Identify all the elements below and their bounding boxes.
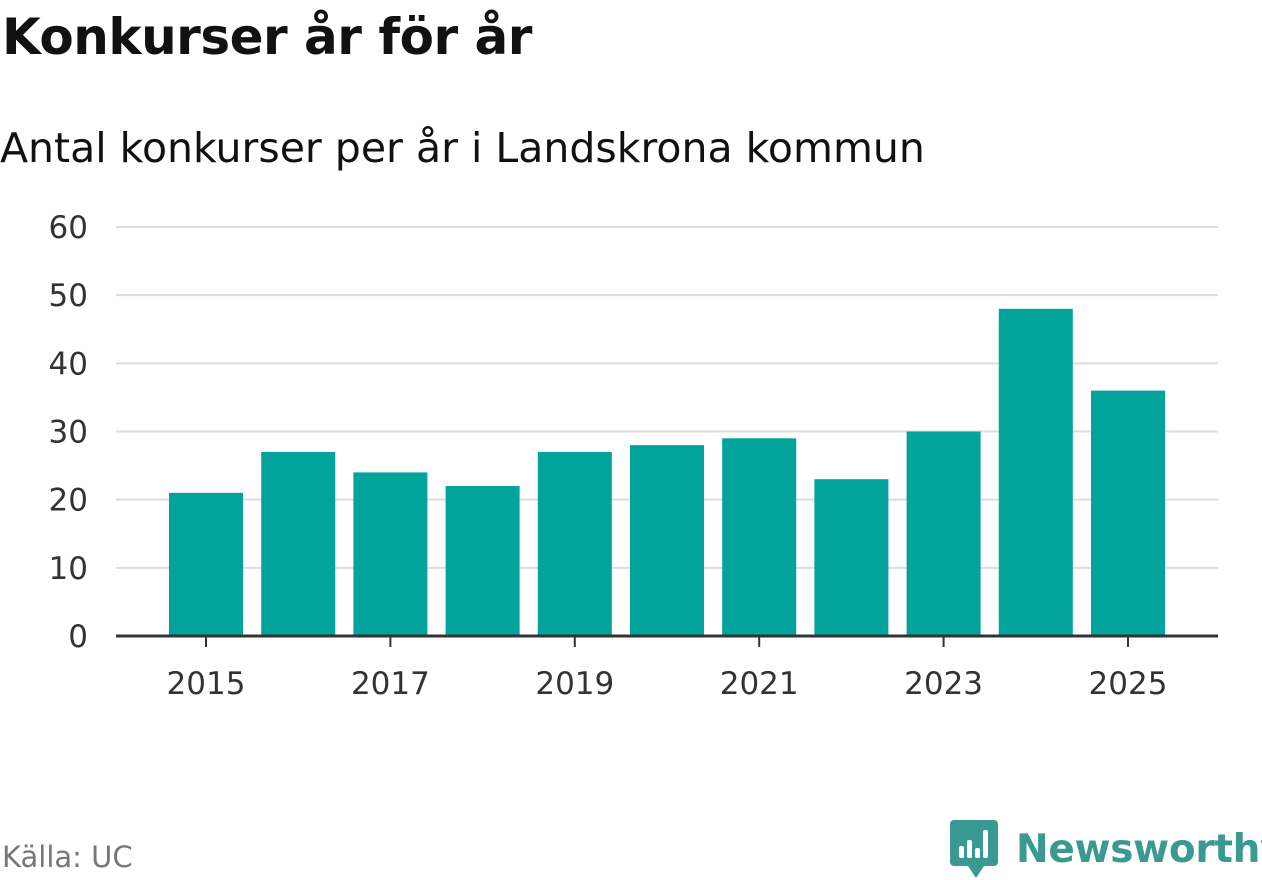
bar-2017 bbox=[353, 472, 428, 636]
bar-2019 bbox=[537, 451, 612, 636]
newsworthy-logo: Newsworthy bbox=[950, 818, 1262, 880]
bar-2015 bbox=[169, 492, 243, 636]
x-tick-labels: 2015 2017 2019 2021 2023 2025 bbox=[167, 666, 1168, 702]
bar-2020 bbox=[630, 445, 704, 636]
source-note: Källa: UC bbox=[2, 840, 133, 874]
y-tick-label-20: 20 bbox=[49, 483, 88, 519]
bar-2025 bbox=[1091, 390, 1165, 636]
bars bbox=[169, 308, 1165, 636]
bar-2018 bbox=[445, 486, 520, 636]
y-tick-label-30: 30 bbox=[49, 415, 88, 451]
newsworthy-icon bbox=[950, 820, 998, 878]
y-tick-label-10: 10 bbox=[49, 551, 88, 587]
chart-subtitle: Antal konkurser per år i Landskrona komm… bbox=[0, 124, 925, 172]
x-tick-label-2015: 2015 bbox=[167, 666, 246, 702]
x-tick-label-2023: 2023 bbox=[904, 666, 983, 702]
y-tick-label-60: 60 bbox=[49, 210, 88, 246]
x-axis bbox=[116, 634, 1218, 647]
x-tick-label-2025: 2025 bbox=[1089, 666, 1168, 702]
x-tick-label-2019: 2019 bbox=[535, 666, 614, 702]
x-tick-label-2021: 2021 bbox=[720, 666, 799, 702]
bar-2016 bbox=[261, 451, 336, 636]
chart-title: Konkurser år för år bbox=[2, 8, 532, 66]
bar-chart: 0 10 20 30 40 50 60 2015 2017 2019 2021 2023 2025 bbox=[49, 210, 1218, 702]
bar-2021 bbox=[722, 438, 797, 636]
bar-2024 bbox=[998, 308, 1073, 636]
y-tick-label-50: 50 bbox=[49, 278, 88, 314]
bar-2022 bbox=[814, 479, 889, 636]
y-tick-label-40: 40 bbox=[49, 346, 88, 382]
y-tick-labels: 0 10 20 30 40 50 60 bbox=[49, 210, 88, 655]
brand-name: Newsworthy bbox=[1016, 826, 1262, 872]
y-tick-label-0: 0 bbox=[68, 619, 88, 655]
bar-2023 bbox=[906, 431, 981, 636]
x-tick-label-2017: 2017 bbox=[351, 666, 430, 702]
